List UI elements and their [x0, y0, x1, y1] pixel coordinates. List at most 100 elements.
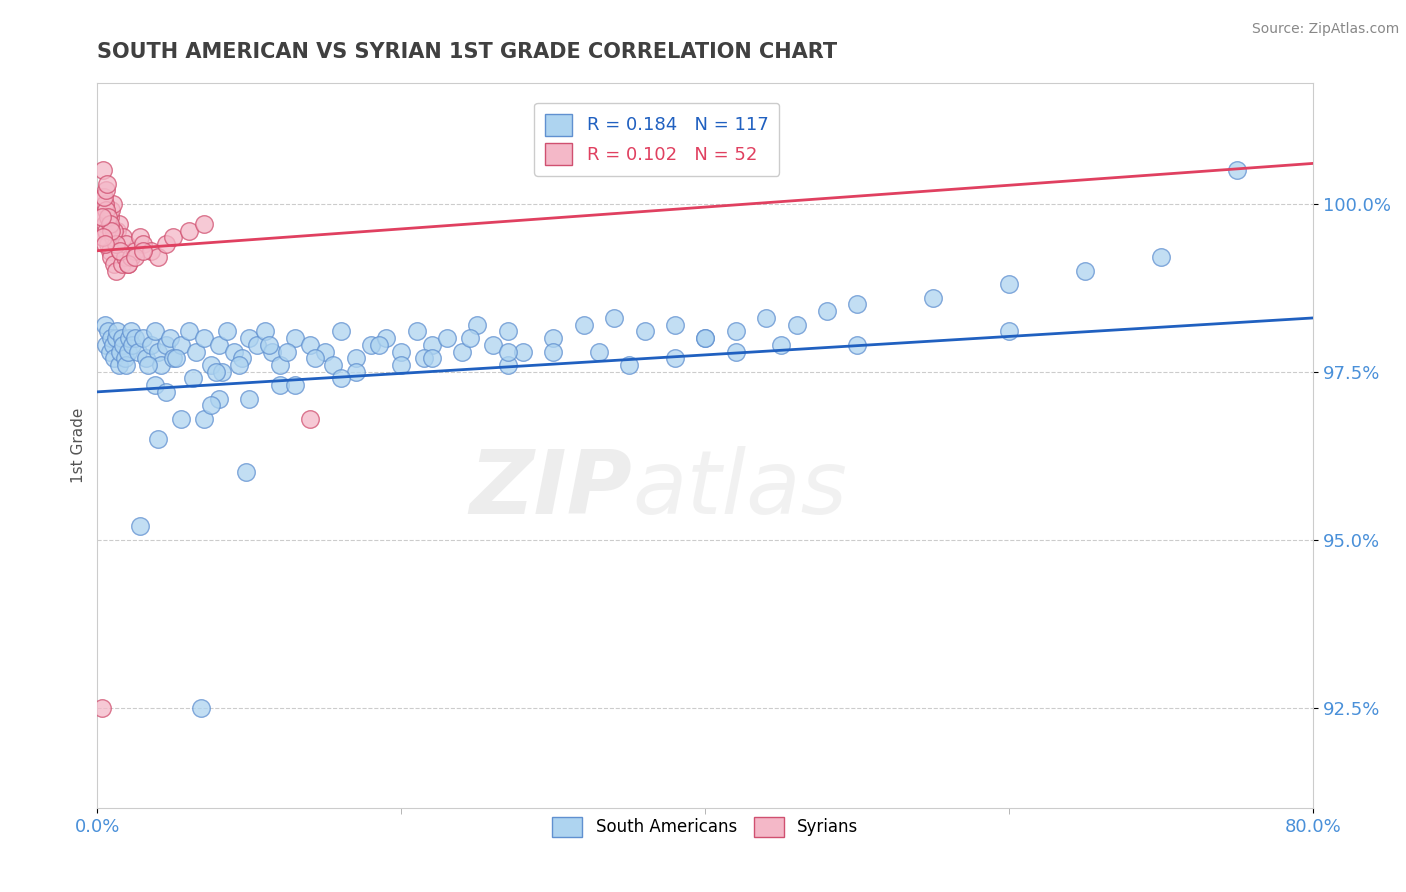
Point	[193, 217, 215, 231]
Point	[299, 411, 322, 425]
Point	[177, 224, 200, 238]
Point	[94, 318, 117, 332]
Point	[150, 358, 173, 372]
Point	[97, 210, 120, 224]
Point	[155, 338, 177, 352]
Point	[465, 318, 488, 332]
Text: SOUTH AMERICAN VS SYRIAN 1ST GRADE CORRELATION CHART: SOUTH AMERICAN VS SYRIAN 1ST GRADE CORRE…	[97, 42, 838, 62]
Point	[94, 217, 117, 231]
Point	[588, 344, 610, 359]
Point	[413, 351, 436, 366]
Point	[329, 324, 352, 338]
Point	[93, 230, 115, 244]
Point	[496, 358, 519, 372]
Point	[186, 344, 208, 359]
Point	[998, 324, 1021, 338]
Point	[117, 257, 139, 271]
Point	[112, 230, 135, 244]
Point	[136, 358, 159, 372]
Point	[117, 257, 139, 271]
Point	[90, 700, 112, 714]
Point	[543, 331, 565, 345]
Point	[96, 224, 118, 238]
Point	[420, 351, 443, 366]
Point	[90, 210, 112, 224]
Point	[90, 210, 112, 224]
Text: Source: ZipAtlas.com: Source: ZipAtlas.com	[1251, 22, 1399, 37]
Point	[115, 358, 138, 372]
Point	[103, 351, 125, 366]
Point	[162, 351, 184, 366]
Point	[91, 163, 114, 178]
Point	[284, 378, 307, 392]
Point	[124, 331, 146, 345]
Point	[97, 324, 120, 338]
Point	[664, 351, 686, 366]
Point	[200, 358, 222, 372]
Point	[96, 203, 118, 218]
Point	[695, 331, 717, 345]
Point	[193, 411, 215, 425]
Legend: South Americans, Syrians: South Americans, Syrians	[546, 810, 865, 844]
Point	[177, 324, 200, 338]
Point	[257, 338, 280, 352]
Point	[724, 344, 747, 359]
Point	[664, 318, 686, 332]
Point	[146, 432, 169, 446]
Point	[115, 237, 138, 252]
Point	[420, 338, 443, 352]
Point	[367, 338, 389, 352]
Point	[215, 324, 238, 338]
Point	[114, 251, 136, 265]
Point	[132, 331, 155, 345]
Text: ZIP: ZIP	[470, 446, 633, 533]
Point	[695, 331, 717, 345]
Point	[496, 344, 519, 359]
Point	[284, 331, 307, 345]
Point	[1074, 264, 1097, 278]
Point	[108, 244, 131, 258]
Point	[132, 244, 155, 258]
Point	[104, 264, 127, 278]
Point	[193, 331, 215, 345]
Point	[100, 224, 122, 238]
Point	[103, 224, 125, 238]
Point	[108, 244, 131, 258]
Point	[107, 358, 129, 372]
Point	[262, 344, 284, 359]
Point	[93, 190, 115, 204]
Point	[135, 351, 157, 366]
Point	[139, 244, 162, 258]
Point	[124, 251, 146, 265]
Point	[97, 237, 120, 252]
Point	[165, 351, 187, 366]
Point	[572, 318, 595, 332]
Point	[304, 351, 326, 366]
Point	[108, 344, 131, 359]
Point	[104, 331, 127, 345]
Point	[98, 244, 121, 258]
Point	[100, 203, 122, 218]
Point	[162, 230, 184, 244]
Point	[253, 324, 276, 338]
Point	[299, 338, 322, 352]
Point	[105, 324, 128, 338]
Point	[389, 344, 412, 359]
Point	[105, 224, 128, 238]
Point	[96, 338, 118, 352]
Point	[129, 230, 152, 244]
Point	[846, 297, 869, 311]
Point	[121, 338, 143, 352]
Point	[118, 331, 141, 345]
Point	[458, 331, 481, 345]
Point	[120, 251, 142, 265]
Point	[208, 392, 231, 406]
Point	[724, 324, 747, 338]
Point	[375, 331, 398, 345]
Point	[998, 277, 1021, 292]
Text: atlas: atlas	[633, 446, 848, 533]
Point	[405, 324, 427, 338]
Point	[770, 338, 793, 352]
Point	[208, 338, 231, 352]
Point	[159, 331, 181, 345]
